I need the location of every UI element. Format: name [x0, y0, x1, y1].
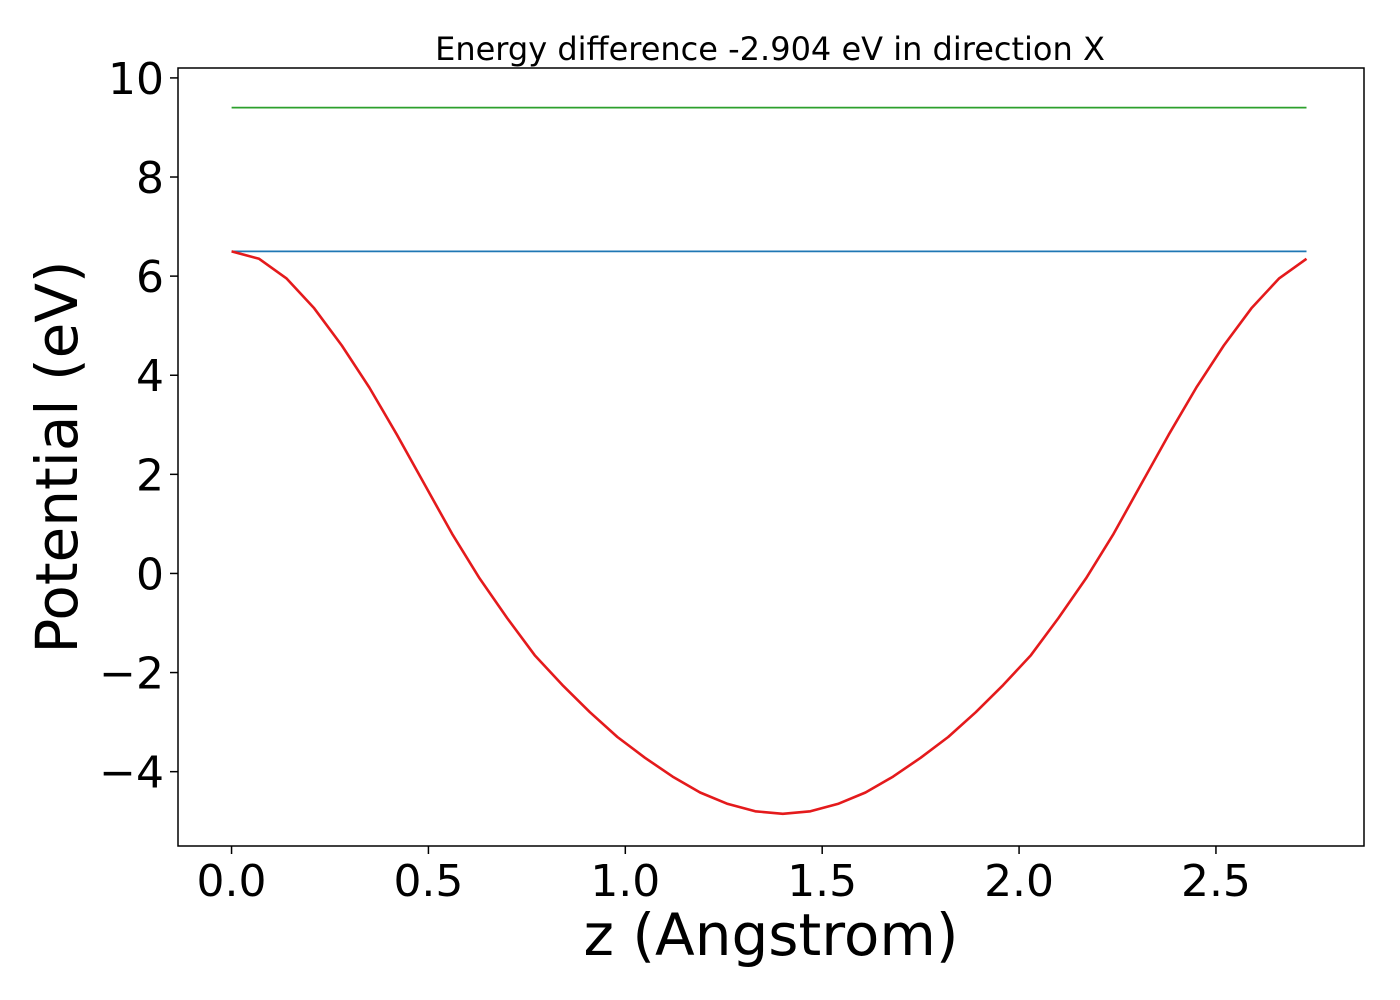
y-tick-label: 2: [136, 450, 164, 501]
y-tick-label: 0: [136, 549, 164, 600]
y-tick-label: −2: [99, 649, 164, 700]
y-tick-label: −4: [99, 748, 164, 799]
x-axis-ticks: 0.0 0.5 1.0 1.5 2.0 2.5: [197, 846, 1251, 907]
x-axis-label: z (Angstrom): [584, 901, 959, 969]
series-layer: [231, 106, 1308, 816]
x-tick-label: 0.5: [393, 856, 463, 907]
y-axis-label: Potential (eV): [23, 260, 91, 653]
x-tick-label: 0.0: [197, 856, 267, 907]
chart-title: Energy difference -2.904 eV in direction…: [435, 30, 1105, 68]
x-tick-label: 1.0: [590, 856, 660, 907]
y-tick-label: 10: [108, 54, 164, 105]
x-tick-label: 2.0: [984, 856, 1054, 907]
plot-area: [177, 67, 1365, 847]
y-axis-ticks: −4 −2 0 2 4 6 8 10: [99, 54, 178, 799]
potential-curve-line: [231, 250, 1308, 816]
y-tick-label: 4: [136, 351, 164, 402]
x-tick-label: 1.5: [787, 856, 857, 907]
y-tick-label: 6: [136, 252, 164, 303]
x-tick-label: 2.5: [1181, 856, 1251, 907]
y-tick-label: 8: [136, 153, 164, 204]
